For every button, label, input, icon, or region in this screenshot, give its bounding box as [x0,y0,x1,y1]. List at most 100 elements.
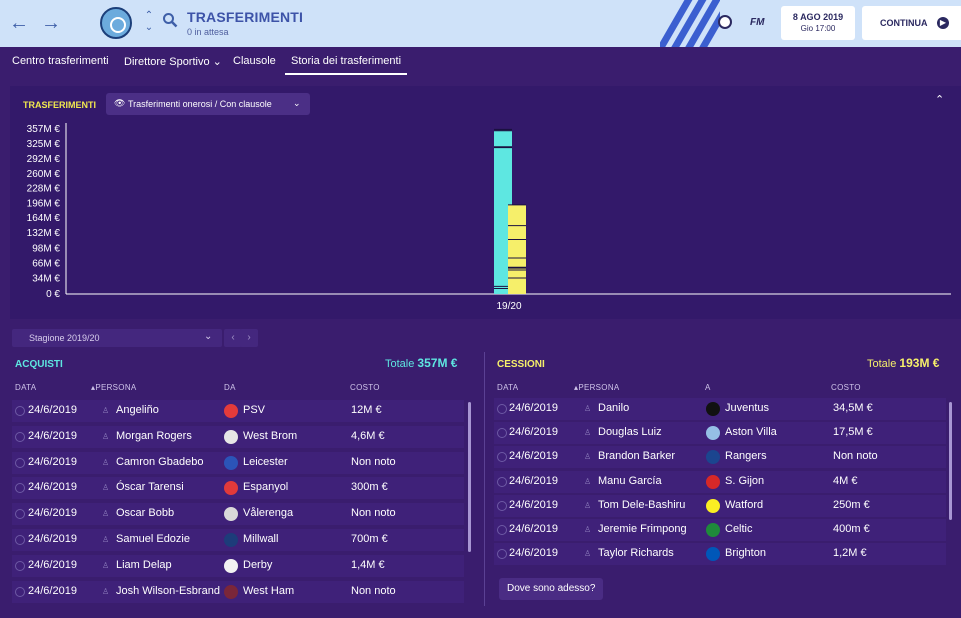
transfer-fee: 34,5M € [833,402,873,414]
club-badge-icon [224,404,238,418]
y-tick-label: 325M € [27,139,61,150]
table-row[interactable]: 24/6/2019 ♙ Liam Delap Derby 1,4M € [12,554,464,577]
forward-arrow-icon[interactable]: → [41,12,61,34]
club-name[interactable]: Celtic [725,523,753,535]
club-name[interactable]: Vålerenga [243,507,294,520]
person-name[interactable]: Jeremie Frimpong [598,523,687,535]
club-name[interactable]: Watford [725,498,764,511]
table-row[interactable]: 24/6/2019 ♙ Angeliño PSV 12M € [12,400,464,422]
person-name[interactable]: Manu García [598,474,662,487]
person-name[interactable]: Josh Wilson-Esbrand [116,584,220,597]
continue-button[interactable]: CONTINUA ▶ [862,6,961,40]
acquisti-panel: ACQUISTI Totale 357M € DATA ▴PERSONA DA … [12,350,474,618]
club-name[interactable]: PSV [243,404,266,416]
transfer-fee: 17,5M € [833,426,873,439]
column-header-costo[interactable]: COSTO [350,383,380,392]
y-tick-label: 34M € [32,273,60,284]
y-tick-label: 0 € [46,289,60,300]
table-row[interactable]: 24/6/2019 ♙ Samuel Edozie Millwall 700m € [12,529,464,551]
person-name[interactable]: Tom Dele-Bashiru [598,498,686,511]
club-badge-icon [224,584,238,599]
person-icon: ♙ [102,509,110,519]
pending-count[interactable]: 0 in attesa [187,27,229,37]
transfer-date: 24/6/2019 [28,584,77,597]
club-name[interactable]: Rangers [725,450,767,463]
table-row[interactable]: 24/6/2019 ♙ Jeremie Frimpong Celtic 400m € [494,519,946,541]
table-row[interactable]: 24/6/2019 ♙ Douglas Luiz Aston Villa 17,5M € [494,422,946,445]
club-name[interactable]: Leicester [243,455,288,468]
club-name[interactable]: Juventus [725,402,770,414]
tab-direttore-sportivo[interactable]: Direttore Sportivo ⌄ [124,56,222,68]
page-title: TRASFERIMENTI [187,9,304,25]
football-icon[interactable] [718,15,732,29]
person-name[interactable]: Danilo [598,402,630,414]
collapse-icon[interactable]: ⌃ [935,94,945,106]
person-name[interactable]: Liam Delap [116,558,172,571]
club-name[interactable]: West Brom [243,429,298,442]
table-row[interactable]: 24/6/2019 ♙ Oscar Bobb Vålerenga Non noto [12,503,464,526]
table-row[interactable]: 24/6/2019 ♙ Óscar Tarensi Espanyol 300m € [12,477,464,500]
table-row[interactable]: 24/6/2019 ♙ Josh Wilson-Esbrand West Ham Non… [12,580,464,603]
person-name[interactable]: Angeliño [116,404,159,416]
club-name[interactable]: Brighton [725,547,766,560]
club-name[interactable]: S. Gijon [725,474,765,487]
search-icon[interactable] [162,12,178,28]
person-name[interactable]: Morgan Rogers [116,429,192,442]
fm-logo-icon[interactable]: FM [750,17,765,28]
y-tick-label: 228M € [27,184,61,195]
table-row[interactable]: 24/6/2019 ♙ Morgan Rogers West Brom 4,6M € [12,425,464,448]
club-badge-icon [224,507,238,522]
chevron-down-icon: ⌄ [293,98,301,108]
season-prev-button[interactable]: ‹ [224,329,242,347]
table-row[interactable]: 24/6/2019 ♙ Danilo Juventus 34,5M € [494,398,946,420]
up-down-icon[interactable]: ⌃ ⌄ [144,10,154,33]
season-selector[interactable]: Stagione 2019/20 ⌄ [12,329,222,347]
column-header-a[interactable]: A [705,383,711,392]
club-name[interactable]: Espanyol [243,481,289,494]
tab-centro-trasferimenti[interactable]: Centro trasferimenti [12,55,109,67]
where-are-they-now-button[interactable]: Dove sono adesso? [499,578,603,600]
person-icon: ♙ [102,535,110,544]
club-name[interactable]: Millwall [243,533,279,545]
column-header-da[interactable]: DA [224,383,236,392]
tab-clausole[interactable]: Clausole [233,55,276,67]
check-icon [497,404,507,414]
check-icon [497,549,507,560]
table-row[interactable]: 24/6/2019 ♙ Tom Dele-Bashiru Watford 250m € [494,494,946,517]
table-row[interactable]: 24/6/2019 ♙ Taylor Richards Brighton 1,2M € [494,543,946,566]
table-row[interactable]: 24/6/2019 ♙ Brandon Barker Rangers Non noto [494,446,946,469]
person-icon: ♙ [584,500,592,510]
back-arrow-icon[interactable]: ← [9,12,29,34]
check-icon [15,535,25,545]
cessioni-scrollbar[interactable] [949,402,952,520]
column-header-data[interactable]: DATA [497,383,519,392]
y-tick-label: 66M € [32,258,60,269]
season-next-button[interactable]: › [240,329,258,347]
club-name[interactable]: Derby [243,558,273,571]
person-name[interactable]: Douglas Luiz [598,426,662,439]
chart-filter-dropdown[interactable]: 👁 Trasferimenti onerosi / Con clausole ⌄ [106,93,310,115]
top-bar: ← → ⌃ ⌄ TRASFERIMENTI 0 in attesa FM 8 AG… [0,0,961,47]
eye-icon: 👁 [114,98,126,108]
acquisti-scrollbar[interactable] [468,402,471,552]
club-name[interactable]: Aston Villa [725,426,777,439]
person-name[interactable]: Óscar Tarensi [116,481,184,494]
check-icon [497,428,507,439]
person-name[interactable]: Brandon Barker [598,450,676,463]
tab-storia-trasferimenti[interactable]: Storia dei trasferimenti [284,55,408,75]
person-name[interactable]: Camron Gbadebo [116,455,204,468]
club-crest-icon[interactable] [100,7,132,39]
club-name[interactable]: West Ham [243,584,295,597]
person-name[interactable]: Oscar Bobb [116,507,175,520]
person-name[interactable]: Samuel Edozie [116,533,190,545]
table-row[interactable]: 24/6/2019 ♙ Manu García S. Gijon 4M € [494,470,946,493]
person-name[interactable]: Taylor Richards [598,547,674,560]
column-header-data[interactable]: DATA [15,383,37,392]
person-icon: ♙ [584,525,592,534]
column-header-costo[interactable]: COSTO [831,383,861,392]
transfer-date: 24/6/2019 [509,474,558,487]
table-row[interactable]: 24/6/2019 ♙ Camron Gbadebo Leicester Non not… [12,451,464,474]
column-header-persona[interactable]: ▴PERSONA [574,383,620,392]
person-icon: ♙ [102,431,110,441]
column-header-persona[interactable]: ▴PERSONA [91,383,137,392]
